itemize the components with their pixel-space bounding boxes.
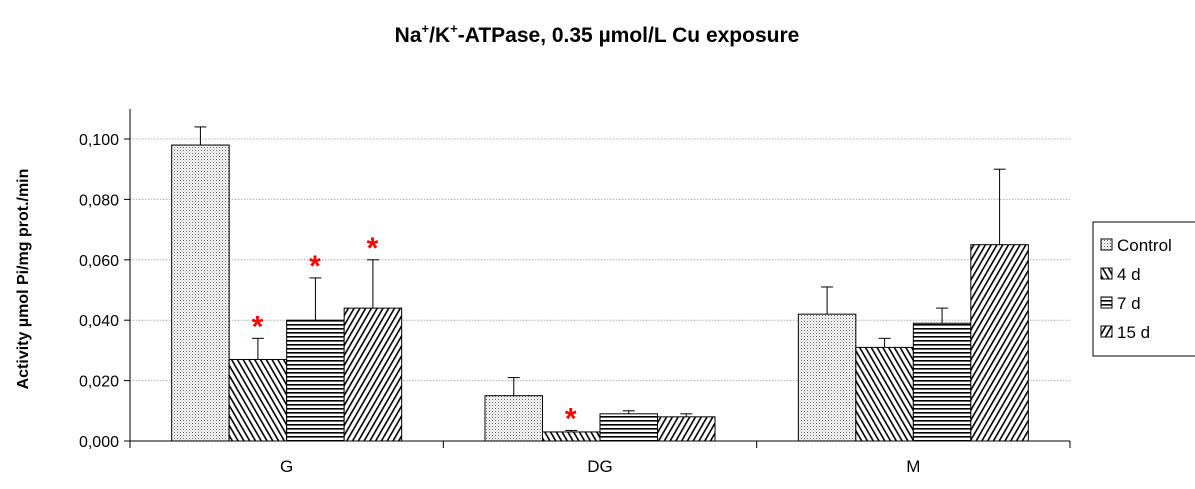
bar <box>286 319 345 442</box>
significance-marker: * <box>565 402 577 435</box>
bar <box>228 358 288 442</box>
bar <box>657 416 716 442</box>
title-middle: /K <box>429 24 450 47</box>
legend-label: Control <box>1117 236 1172 255</box>
bar <box>171 144 230 442</box>
bar <box>343 307 403 442</box>
bar <box>855 346 914 442</box>
significance-marker: * <box>367 232 379 265</box>
chart-title: Na+/K+-ATPase, 0.35 µmol/L Cu exposure <box>395 21 800 47</box>
legend-swatch <box>1100 267 1113 280</box>
bar <box>797 313 857 442</box>
y-tick-label: 0,000 <box>79 434 119 451</box>
x-tick-label: DG <box>587 457 613 476</box>
y-tick-label: 0,100 <box>79 132 119 149</box>
x-tick-label: M <box>906 457 920 476</box>
bar <box>484 395 543 442</box>
legend-swatch <box>1100 296 1113 309</box>
significance-marker: * <box>252 310 264 343</box>
bar <box>599 413 658 442</box>
bar <box>970 244 1029 442</box>
title-superscript-1: + <box>422 21 430 36</box>
x-tick-label: G <box>280 457 293 476</box>
bar <box>912 322 972 442</box>
legend-label: 15 d <box>1117 323 1150 342</box>
legend: Control 4 d 7 d 15 d <box>1092 221 1195 357</box>
y-tick-label: 0,080 <box>79 192 119 209</box>
y-tick-label: 0,040 <box>79 313 119 330</box>
legend-label: 4 d <box>1117 265 1141 284</box>
title-suffix: -ATPase, 0.35 µmol/L Cu exposure <box>458 24 800 47</box>
legend-swatch <box>1100 238 1113 251</box>
significance-marker: * <box>309 250 321 283</box>
title-superscript-2: + <box>450 21 458 36</box>
y-tick-label: 0,060 <box>79 253 119 270</box>
y-tick-label: 0,020 <box>79 374 119 391</box>
legend-swatch <box>1100 325 1113 338</box>
legend-label: 7 d <box>1117 294 1141 313</box>
plot-area: 0,000 0,020 0,040 0,060 0,080 0,100 G DG M * * * * <box>79 109 1071 476</box>
title-prefix: Na <box>395 24 422 47</box>
y-axis-label: Activity µmol Pi/mg prot./min <box>15 169 32 390</box>
